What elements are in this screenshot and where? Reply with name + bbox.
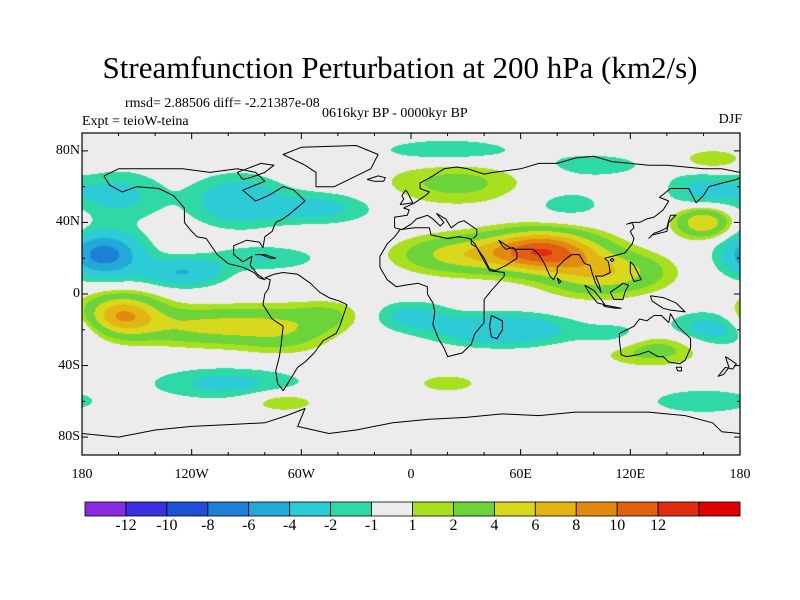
colorbar-swatch	[125, 501, 168, 517]
colorbar-swatch	[453, 501, 495, 517]
rmsd-diff-stats: rmsd= 2.88506 diff= -2.21387e-08	[125, 96, 320, 111]
colorbar-swatch	[657, 501, 700, 517]
colorbar-label: 2	[449, 517, 458, 534]
lat-label: 80S	[58, 429, 80, 445]
colorbar-label: -6	[242, 517, 256, 534]
colorbar-label: 8	[572, 517, 581, 534]
lon-label: 120E	[615, 467, 646, 482]
coastline	[717, 356, 737, 377]
lat-label: 40S	[58, 357, 80, 373]
colorbar-swatch	[84, 501, 127, 517]
colorbar-swatch	[289, 501, 332, 517]
colorbar-label: -12	[115, 517, 137, 534]
lon-label: 60E	[509, 467, 532, 482]
coastline	[394, 213, 478, 239]
coastlines	[82, 145, 740, 438]
coastline	[648, 214, 677, 239]
lat-label: 0	[73, 286, 80, 301]
coastline	[629, 261, 642, 282]
streamfunction-field	[82, 133, 740, 455]
coastline	[103, 168, 306, 281]
colorbar-swatch	[575, 501, 618, 517]
colorbar-label: 1	[408, 517, 417, 534]
coastline	[489, 315, 503, 340]
coastline	[366, 175, 386, 182]
coastline	[236, 162, 275, 180]
colorbar-label: -8	[201, 517, 215, 534]
coastline	[602, 304, 622, 309]
coastline	[609, 257, 615, 263]
colorbar-label: -4	[283, 517, 297, 534]
colorbar-label: 10	[609, 517, 626, 534]
colorbar-swatch	[248, 501, 291, 517]
colorbar-swatch	[493, 501, 536, 517]
map-title: Streamfunction Perturbation at 200 hPa (…	[102, 50, 698, 85]
coastline	[399, 189, 414, 206]
colorbar-swatch	[616, 501, 659, 517]
axis-ticks	[81, 133, 741, 455]
colorbar-label: 6	[531, 517, 540, 534]
coastline	[470, 177, 740, 293]
lon-label: 0	[407, 467, 415, 482]
colorbar-label: 12	[650, 517, 667, 534]
colorbar-swatch	[371, 501, 413, 517]
colorbar-label: -2	[323, 517, 338, 534]
season-label: DJF	[718, 112, 742, 127]
lon-label: 60W	[287, 467, 315, 482]
coastline	[556, 277, 562, 284]
coastline	[255, 254, 277, 259]
colorbar-swatch	[207, 501, 250, 517]
lon-label: 180	[729, 467, 751, 482]
coastline	[394, 155, 740, 228]
coastline	[675, 366, 682, 372]
experiment-label: Expt = teioW-teina	[82, 114, 189, 129]
lat-label: 80N	[55, 142, 80, 158]
colorbar-swatch	[698, 501, 741, 517]
colorbar-swatch	[534, 501, 577, 517]
lon-label: 120W	[174, 467, 209, 482]
coastline	[649, 295, 686, 313]
colorbar-swatch	[412, 501, 454, 517]
colorbar-swatch	[166, 501, 209, 517]
colorbar-label: 4	[490, 517, 499, 534]
coastline	[379, 227, 505, 358]
coastline	[609, 282, 629, 300]
colorbar-label: -10	[156, 517, 178, 534]
colorbar-swatch	[330, 501, 372, 517]
colorbar	[84, 501, 741, 517]
period-label: 0616kyr BP - 0000kyr BP	[322, 106, 468, 121]
lat-label: 40N	[55, 214, 80, 230]
colorbar-label: -1	[364, 517, 379, 534]
coastline	[282, 145, 379, 188]
coastline	[262, 272, 348, 392]
coastline	[618, 313, 692, 365]
lon-label: 180	[71, 467, 93, 482]
coastline	[82, 408, 740, 438]
